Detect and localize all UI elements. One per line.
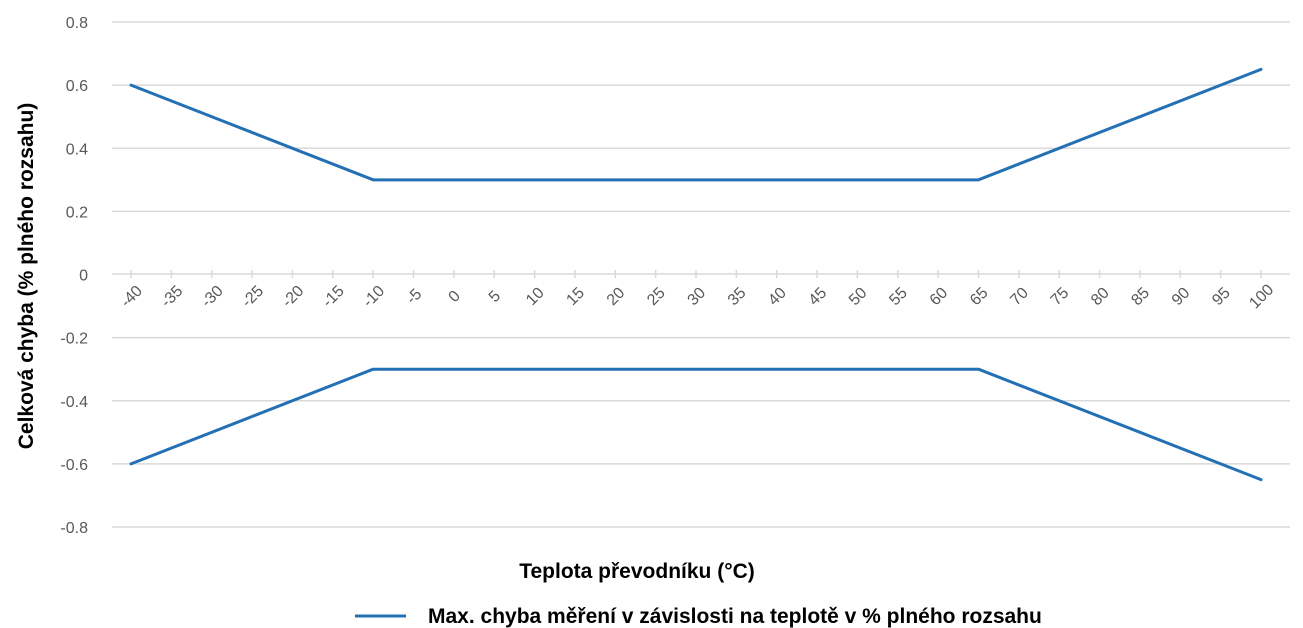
y-tick-label: 0.2 (66, 204, 88, 221)
x-tick-label: 95 (1209, 284, 1234, 309)
grid-lines (112, 21, 1290, 528)
legend: Max. chyba měření v závislosti na teplot… (355, 605, 1042, 628)
x-tick-label: 70 (1007, 284, 1032, 309)
x-tick-label: 45 (806, 284, 831, 309)
y-tick-label: -0.2 (60, 331, 88, 348)
y-axis-title: Celková chyba (% plného rozsahu) (15, 103, 38, 450)
x-tick-label: 25 (644, 284, 669, 309)
x-tick-label: -20 (279, 283, 307, 311)
x-tick-label: -15 (319, 283, 347, 311)
series-lines (129, 67, 1263, 482)
x-tick-label: 50 (846, 284, 871, 309)
x-tick-label: -10 (360, 283, 388, 311)
series-line-lower (129, 367, 1263, 482)
x-tick-label: -25 (239, 283, 267, 311)
x-tick-label: -5 (403, 286, 425, 308)
y-axis-ticks: 0.8 0.6 0.4 0.2 0 -0.2 -0.4 -0.6 -0.8 (60, 15, 88, 537)
x-tick-label: -40 (118, 283, 146, 311)
x-tick-label: 10 (523, 284, 548, 309)
x-tick-label: 55 (886, 284, 911, 309)
x-tick-label: -30 (198, 283, 226, 311)
x-tick-label: 85 (1128, 284, 1153, 309)
x-axis-title: Teplota převodníku (°C) (519, 560, 755, 583)
y-tick-label: -0.6 (60, 457, 88, 474)
series-line-upper (129, 67, 1263, 182)
x-tick-label: 5 (486, 288, 504, 306)
x-tick-label: 20 (604, 284, 629, 309)
x-tick-label: 90 (1169, 284, 1194, 309)
x-tick-label: -35 (158, 283, 186, 311)
x-tick-label: 15 (563, 284, 588, 309)
x-tick-label: 100 (1246, 281, 1277, 312)
x-axis: -40 -35 -30 -25 -20 -15 -10 -5 0 5 10 15 20 25 30 35 40 4… (112, 270, 1290, 312)
y-tick-label: -0.4 (60, 394, 88, 411)
x-tick-label: 75 (1048, 284, 1073, 309)
x-tick-label: 60 (927, 284, 952, 309)
y-tick-label: 0 (79, 268, 88, 285)
x-tick-label: 0 (446, 288, 464, 306)
y-tick-label: -0.8 (60, 520, 88, 537)
y-tick-label: 0.6 (66, 78, 88, 95)
y-tick-label: 0.4 (66, 141, 88, 158)
x-tick-label: 80 (1088, 284, 1113, 309)
x-tick-label: 30 (685, 284, 710, 309)
y-tick-label: 0.8 (66, 15, 88, 32)
x-tick-label: 40 (765, 284, 790, 309)
x-tick-label: 65 (967, 284, 992, 309)
x-tick-label: 35 (725, 284, 750, 309)
legend-label: Max. chyba měření v závislosti na teplot… (428, 605, 1042, 628)
